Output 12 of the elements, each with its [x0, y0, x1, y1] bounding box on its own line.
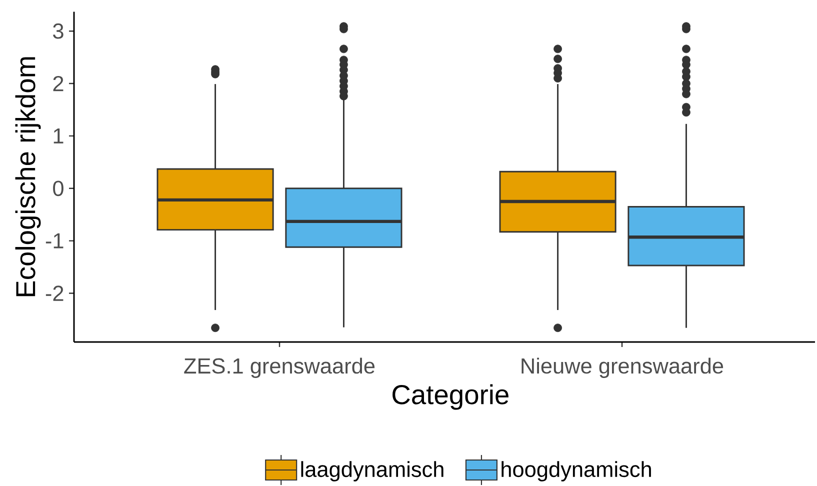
x-tick-label: Nieuwe grenswaarde [522, 358, 724, 378]
y-tick-label: 0 [53, 180, 64, 196]
y-tick-label: 2 [53, 76, 64, 92]
legend-label: hoogdynamisch [502, 461, 651, 482]
y-tick-label: -2 [46, 286, 64, 301]
y-axis-title: Ecologische rijkdom [15, 57, 41, 296]
y-tick-label: -1 [46, 233, 64, 248]
x-axis-title: Categorie [392, 384, 508, 410]
y-tick-label: 3 [53, 23, 64, 39]
legend-label: laagdynamisch [301, 461, 444, 482]
y-tick-label: 1 [54, 128, 64, 144]
x-tick-label: ZES.1 grenswaarde [184, 358, 375, 378]
